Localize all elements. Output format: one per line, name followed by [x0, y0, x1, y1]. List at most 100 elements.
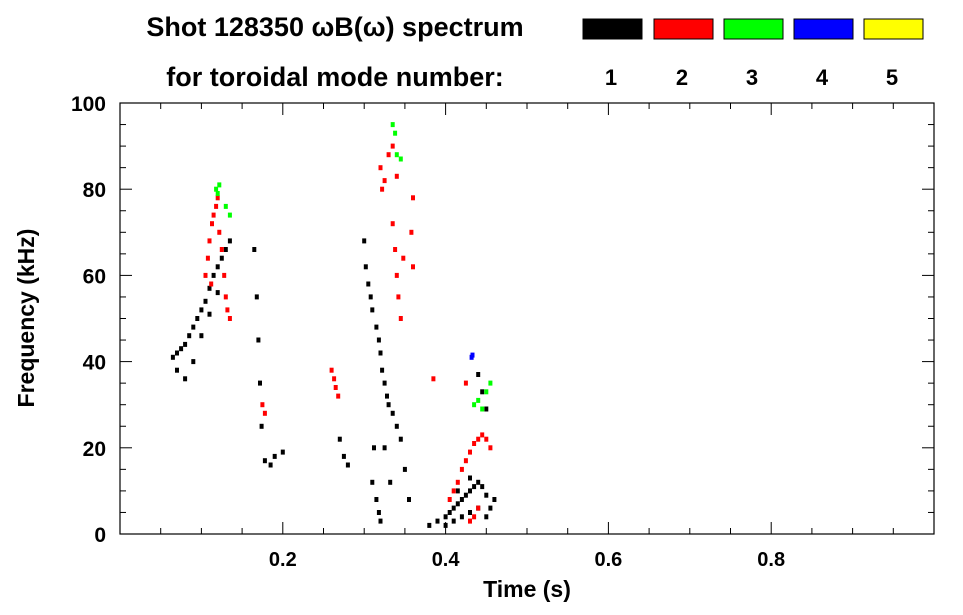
- spectrum-point-mode-1: [175, 350, 179, 356]
- spectrum-point-mode-1: [207, 285, 212, 291]
- spectrum-point-mode-1: [376, 510, 381, 515]
- spectrum-point-mode-1: [252, 247, 257, 252]
- spectrum-point-mode-3: [488, 380, 493, 386]
- spectrum-point-mode-1: [370, 479, 375, 485]
- spectrum-point-mode-1: [398, 436, 403, 442]
- spectrum-point-mode-3: [480, 406, 485, 412]
- plot-frame: [119, 102, 935, 535]
- spectrum-point-mode-1: [385, 393, 389, 399]
- spectrum-point-mode-2: [463, 458, 468, 464]
- spectrum-point-mode-1: [451, 518, 456, 524]
- spectrum-point-mode-1: [219, 255, 224, 261]
- spectrum-point-mode-3: [223, 203, 228, 209]
- spectrum-point-mode-1: [402, 466, 407, 472]
- spectrum-point-mode-1: [175, 367, 179, 373]
- spectrum-point-mode-1: [382, 380, 387, 386]
- spectrum-point-mode-2: [262, 410, 267, 416]
- spectrum-point-mode-1: [447, 510, 452, 515]
- legend: 1 2 3 4 5: [582, 18, 924, 90]
- spectrum-point-mode-1: [484, 514, 489, 520]
- spectrum-point-mode-1: [366, 281, 371, 287]
- spectrum-point-mode-2: [394, 173, 399, 179]
- spectrum-point-mode-2: [476, 505, 481, 511]
- chart-subtitle: for toroidal mode number:: [166, 62, 504, 92]
- spectrum-point-mode-1: [345, 462, 350, 468]
- spectrum-point-mode-2: [211, 212, 216, 218]
- spectrum-point-mode-1: [476, 372, 481, 377]
- axis-ticks: 0.2 0.4 0.6 0.8 0 20 40 60 80 100: [71, 93, 934, 571]
- legend-swatch-3: [723, 18, 784, 40]
- spectrum-point-mode-1: [362, 238, 367, 244]
- spectrum-point-mode-1: [451, 505, 456, 511]
- spectrum-point-mode-1: [370, 307, 375, 313]
- spectrum-point-mode-1: [179, 346, 184, 352]
- spectrum-point-mode-2: [431, 376, 436, 382]
- spectrum-point-mode-2: [447, 497, 452, 502]
- spectrum-point-mode-1: [372, 445, 376, 451]
- y-tick-label: 0: [94, 524, 106, 547]
- spectrum-point-mode-2: [390, 221, 395, 227]
- legend-label-2: 2: [676, 65, 688, 90]
- legend-swatch-4: [793, 18, 854, 40]
- spectrum-point-mode-1: [254, 294, 259, 300]
- spectrum-point-mode-2: [223, 294, 228, 300]
- spectrum-point-mode-1: [468, 488, 472, 494]
- y-axis-label: Frequency (kHz): [13, 229, 39, 408]
- spectrum-point-mode-2: [215, 195, 220, 201]
- spectrum-point-mode-1: [484, 492, 489, 498]
- spectrum-point-mode-1: [341, 453, 346, 459]
- spectrum-point-mode-1: [463, 492, 468, 498]
- spectrum-point-mode-1: [380, 367, 385, 373]
- legend-label-5: 5: [886, 65, 898, 90]
- spectrum-point-mode-2: [459, 466, 464, 472]
- y-tick-label: 80: [83, 179, 106, 202]
- spectrum-point-mode-1: [488, 505, 493, 511]
- spectrum-point-mode-1: [337, 436, 342, 442]
- spectrum-point-mode-1: [480, 484, 485, 490]
- spectrum-point-mode-2: [472, 514, 477, 520]
- spectrum-point-mode-1: [368, 294, 373, 300]
- spectrum-point-mode-3: [398, 156, 403, 162]
- spectrum-point-mode-2: [227, 316, 232, 321]
- spectrum-point-mode-1: [484, 406, 489, 412]
- spectrum-point-mode-1: [183, 341, 188, 347]
- spectrum-point-mode-2: [329, 367, 334, 373]
- spectrum-point-mode-1: [459, 514, 464, 520]
- spectrum-point-mode-1: [191, 359, 196, 365]
- spectrum-point-mode-2: [411, 264, 415, 270]
- legend-swatch-5: [863, 18, 924, 40]
- spectrum-point-mode-1: [259, 423, 264, 429]
- spectrum-point-mode-2: [207, 238, 212, 244]
- spectrum-point-mode-1: [378, 350, 383, 356]
- spectrum-point-mode-1: [394, 423, 399, 429]
- spectrum-point-mode-1: [476, 479, 481, 485]
- y-tick-label: 20: [83, 438, 106, 461]
- spectrum-point-mode-1: [187, 333, 192, 339]
- spectrum-point-mode-1: [468, 510, 472, 515]
- spectrum-point-mode-2: [210, 221, 214, 227]
- spectrum-point-mode-2: [219, 247, 224, 252]
- spectrum-point-mode-1: [468, 475, 472, 481]
- spectrum-point-mode-2: [468, 449, 472, 455]
- spectrum-point-mode-1: [363, 264, 368, 270]
- spectrum-point-mode-2: [455, 479, 460, 485]
- spectrum-point-mode-2: [209, 281, 214, 287]
- spectrum-point-mode-2: [336, 393, 341, 399]
- spectrum-point-mode-2: [390, 143, 395, 149]
- spectrum-point-mode-3: [476, 397, 481, 403]
- x-axis-label: Time (s): [483, 576, 571, 602]
- spectrum-point-mode-2: [488, 445, 493, 451]
- spectrum-point-mode-1: [211, 272, 216, 278]
- spectrum-point-mode-2: [214, 203, 219, 209]
- spectrum-point-mode-3: [472, 402, 477, 408]
- spectrum-point-mode-3: [390, 122, 395, 128]
- spectrum-point-mode-2: [409, 229, 414, 235]
- x-tick-label: 0.6: [594, 549, 622, 571]
- spectrum-point-mode-2: [333, 385, 338, 390]
- legend-label-1: 1: [605, 65, 617, 90]
- spectrum-point-mode-2: [451, 488, 456, 494]
- spectrum-point-mode-2: [484, 436, 489, 442]
- x-tick-label: 0.2: [269, 549, 297, 571]
- spectrum-point-mode-1: [195, 316, 200, 321]
- spectrum-point-mode-1: [427, 522, 432, 528]
